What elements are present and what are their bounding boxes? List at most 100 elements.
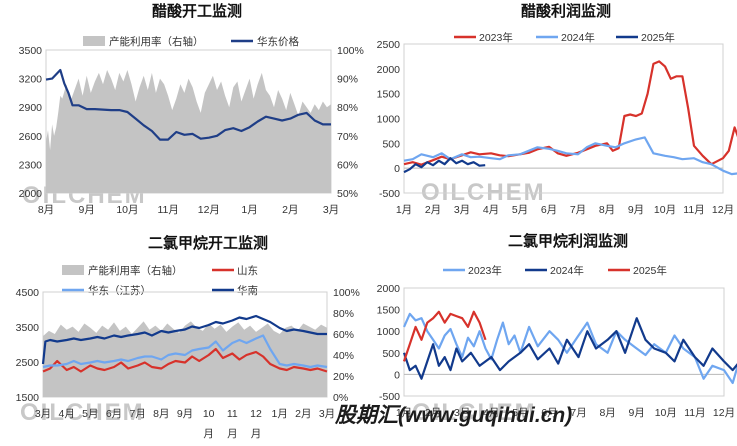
x-tick-label: 月 (251, 428, 262, 440)
series-line (42, 334, 328, 369)
legend-label: 2023年 (468, 264, 502, 277)
y-tick-label: 2000 (377, 283, 401, 295)
y-tick-label: 3500 (19, 45, 43, 57)
x-tick-label: 10月 (655, 407, 677, 419)
legend: 产能利用率（右轴） 华东价格 (83, 35, 299, 48)
y2-tick-label: 60% (333, 329, 354, 341)
y-tick-label: 1500 (16, 392, 40, 404)
x-tick-label: 3月 (454, 407, 470, 419)
series-line (402, 317, 737, 380)
x-tick-label: 7月 (129, 408, 145, 420)
legend-label: 2025年 (641, 31, 675, 44)
y-tick-label: 3500 (16, 322, 40, 334)
x-tick-label: 1月 (271, 408, 287, 420)
x-tick-label: 3月 (454, 204, 470, 216)
x-tick-label: 3月 (35, 408, 51, 420)
x-tick-label: 1月 (396, 407, 412, 419)
x-tick-label: 3月 (323, 204, 339, 216)
legend-label: 2024年 (550, 264, 584, 277)
y2-tick-label: 100% (337, 45, 364, 57)
x-tick-label: 9月 (629, 407, 645, 419)
y-tick-label: 1000 (377, 326, 401, 338)
x-tick-label: 6月 (541, 204, 557, 216)
x-tick-label: 2月 (282, 204, 298, 216)
legend: 产能利用率（右轴） 山东 华东（江苏） 华南 (62, 264, 258, 297)
plot-area (403, 287, 725, 397)
x-tick-label: 7月 (570, 204, 586, 216)
legend-label: 华南 (237, 284, 258, 297)
y-tick-label: 500 (382, 138, 400, 150)
x-tick-label: 12月 (198, 204, 220, 216)
watermark-text: OILCHEM (412, 399, 537, 426)
x-tick-label: 5月 (512, 204, 528, 216)
y-tick-label: 0 (394, 369, 400, 381)
x-tick-label: 8月 (599, 407, 615, 419)
x-tick-label: 5月 (82, 408, 98, 420)
y-tick-label: 1500 (377, 89, 401, 101)
x-tick-label: 4月 (483, 204, 499, 216)
x-tick-label: 9月 (79, 204, 95, 216)
y-tick-label: 2500 (377, 39, 401, 51)
legend-label: 2025年 (633, 264, 667, 277)
x-tick-label: 12月 (712, 204, 734, 216)
y2-tick-label: 100% (333, 287, 360, 299)
x-tick-label: 12 (250, 408, 262, 420)
y2-tick-label: 50% (337, 188, 358, 200)
x-tick-label: 月 (227, 428, 238, 440)
y-tick-label: 4500 (16, 287, 40, 299)
x-tick-label: 10 (203, 408, 215, 420)
x-tick-label: 10月 (116, 204, 138, 216)
chart-title: 二氯甲烷开工监测 (148, 234, 268, 252)
x-tick-label: 4月 (483, 407, 499, 419)
y-tick-label: 2600 (19, 131, 43, 143)
y-tick-label: -500 (379, 391, 400, 403)
x-tick-label: 11月 (684, 407, 705, 419)
y2-tick-label: 20% (333, 371, 354, 383)
y-tick-label: 500 (382, 348, 400, 360)
series-line (45, 68, 331, 141)
y2-tick-label: 70% (337, 131, 358, 143)
x-tick-label: 8月 (38, 204, 54, 216)
series-line (402, 312, 737, 385)
series-line (403, 136, 737, 176)
x-tick-label: 11月 (157, 204, 178, 216)
y-tick-label: 2000 (377, 64, 401, 76)
legend-label: 华东（江苏） (88, 284, 151, 297)
x-tick-label: 11 (227, 408, 238, 420)
x-tick-label: 2月 (425, 204, 441, 216)
chart-title: 二氯甲烷利润监测 (508, 232, 628, 250)
x-tick-label: 12月 (713, 407, 735, 419)
y2-tick-label: 80% (337, 102, 358, 114)
legend-label: 产能利用率（右轴） (88, 264, 183, 277)
x-tick-label: 9月 (628, 204, 644, 216)
y-tick-label: 2500 (16, 357, 40, 369)
x-tick-label: 10月 (654, 204, 676, 216)
y-tick-label: 2000 (19, 188, 43, 200)
y2-tick-label: 90% (337, 74, 358, 86)
x-tick-label: 月 (203, 428, 214, 440)
y2-tick-label: 40% (333, 350, 354, 362)
x-tick-label: 9月 (177, 408, 193, 420)
legend-label: 产能利用率（右轴） (109, 35, 204, 48)
legend-swatch-area (62, 265, 84, 275)
series-line (403, 157, 486, 174)
legend-label: 华东价格 (257, 35, 299, 48)
plot-area (403, 43, 724, 194)
chart-title: 醋酸开工监测 (152, 2, 242, 20)
y-tick-label: 0 (394, 163, 400, 175)
x-tick-label: 11月 (683, 204, 704, 216)
watermark-text: OILCHEM (20, 399, 145, 426)
x-tick-label: 7月 (570, 407, 586, 419)
x-tick-label: 6月 (106, 408, 122, 420)
x-tick-label: 1月 (396, 204, 412, 216)
x-tick-label: 2月 (295, 408, 311, 420)
y-tick-label: 1500 (377, 305, 401, 317)
x-tick-label: 3月 (319, 408, 335, 420)
y-tick-label: 2300 (19, 159, 43, 171)
x-tick-label: 4月 (58, 408, 74, 420)
y-tick-label: -500 (379, 188, 400, 200)
